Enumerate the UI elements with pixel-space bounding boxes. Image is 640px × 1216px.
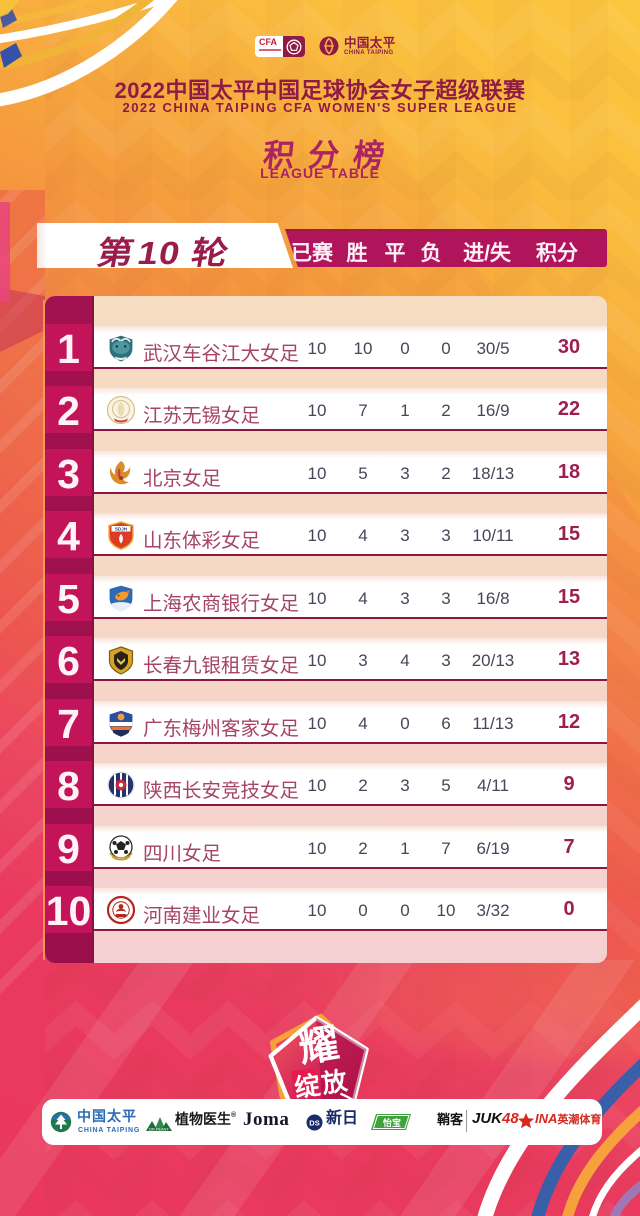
svg-text:怡宝: 怡宝 (383, 1117, 401, 1128)
svg-text:SDJH: SDJH (115, 527, 128, 532)
svg-text:DR.PLANT: DR.PLANT (149, 1127, 169, 1132)
svg-text:耀: 耀 (296, 1021, 342, 1071)
svg-text:DS: DS (309, 1119, 319, 1128)
